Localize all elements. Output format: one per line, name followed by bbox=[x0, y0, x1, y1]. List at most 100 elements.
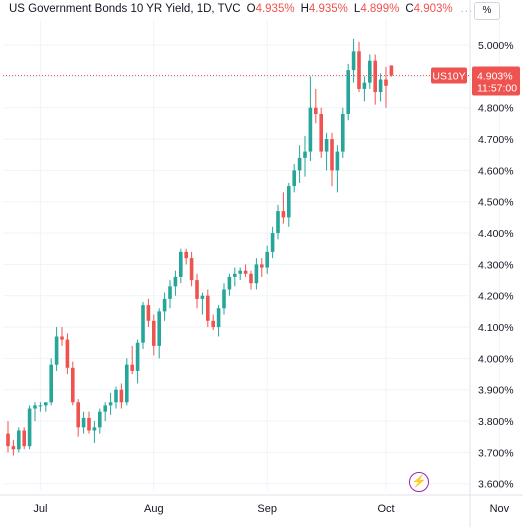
x-tick-label: Sep bbox=[257, 503, 277, 515]
candle-body bbox=[162, 298, 167, 312]
candle-body bbox=[141, 305, 145, 343]
chart-legend: US Government Bonds 10 YR Yield, 1D, TVC… bbox=[9, 3, 473, 15]
candle-body bbox=[270, 233, 275, 252]
y-tick-label: 4.000% bbox=[478, 353, 514, 365]
candle-body bbox=[233, 273, 237, 277]
y-tick-label: 3.700% bbox=[478, 447, 514, 459]
y-tick-label: 4.200% bbox=[478, 291, 514, 303]
candle-body bbox=[314, 107, 318, 114]
candle-body bbox=[103, 405, 107, 412]
candle-body bbox=[265, 251, 269, 268]
scale-mode-button[interactable]: % bbox=[474, 2, 500, 20]
candle-body bbox=[249, 273, 253, 284]
countdown-label: 11:57:00 bbox=[477, 82, 517, 94]
candle-body bbox=[65, 339, 70, 368]
y-tick-label: 4.100% bbox=[478, 322, 514, 334]
candle-body bbox=[303, 151, 307, 158]
y-tick-label: 4.300% bbox=[478, 259, 514, 271]
last-price-tag-bg bbox=[472, 66, 520, 96]
y-tick-label: 4.600% bbox=[478, 165, 514, 177]
close-label: C bbox=[405, 3, 414, 15]
candle-body bbox=[98, 411, 102, 428]
candle-body bbox=[341, 114, 345, 152]
lightning-bolt-icon[interactable]: ⚡ bbox=[409, 472, 429, 492]
candle-body bbox=[378, 79, 383, 93]
candle-body bbox=[168, 286, 172, 299]
close-value: 4.903% bbox=[413, 3, 453, 15]
candle-body bbox=[76, 402, 80, 428]
y-tick-label: 4.500% bbox=[478, 197, 514, 209]
candle-body bbox=[389, 65, 394, 76]
x-tick-label: Nov bbox=[490, 503, 510, 515]
open-label: O bbox=[246, 3, 256, 15]
candle-body bbox=[287, 186, 291, 218]
candle-body bbox=[135, 342, 140, 371]
last-price-label: 4.903% bbox=[477, 70, 513, 82]
high-value: 4.935% bbox=[308, 3, 348, 15]
symbol-title: US Government Bonds 10 YR Yield, 1D, TVC bbox=[9, 3, 241, 15]
candle-body bbox=[216, 308, 221, 328]
candle-body bbox=[330, 139, 334, 171]
candle-body bbox=[362, 82, 367, 89]
candle-body bbox=[189, 258, 194, 281]
candle-body bbox=[60, 336, 64, 340]
candle-body bbox=[324, 139, 329, 152]
candle-body bbox=[206, 295, 210, 321]
x-tick-label: Jul bbox=[33, 503, 47, 515]
candle-body bbox=[33, 405, 37, 409]
candle-body bbox=[152, 320, 156, 346]
candle-body bbox=[119, 389, 124, 403]
candle-body bbox=[184, 251, 188, 259]
candle-body bbox=[54, 336, 59, 365]
candle-body bbox=[81, 417, 86, 428]
candle-body bbox=[27, 408, 32, 447]
candle-body bbox=[276, 211, 280, 234]
y-tick-label: 4.400% bbox=[478, 228, 514, 240]
candle-body bbox=[157, 311, 161, 346]
candle-body bbox=[373, 60, 377, 93]
candle-body bbox=[125, 364, 129, 403]
candle-body bbox=[346, 70, 350, 114]
candle-body bbox=[44, 402, 48, 406]
grid-lines bbox=[3, 20, 500, 490]
candle-body bbox=[146, 305, 151, 321]
candle-body bbox=[357, 51, 361, 89]
candle-body bbox=[108, 402, 113, 406]
candles-layer bbox=[6, 38, 394, 456]
candle-body bbox=[292, 170, 296, 187]
candle-body bbox=[243, 270, 248, 274]
candle-body bbox=[130, 364, 134, 371]
price-labels: US10Y 4.903%11:57:00 bbox=[3, 66, 520, 96]
candle-body bbox=[254, 264, 259, 284]
candle-body bbox=[260, 264, 264, 268]
y-tick-label: 4.700% bbox=[478, 134, 514, 146]
y-tick-label: 4.800% bbox=[478, 103, 514, 115]
y-tick-label: 3.900% bbox=[478, 385, 514, 397]
open-value: 4.935% bbox=[255, 3, 295, 15]
more-menu-icon[interactable]: ... bbox=[460, 3, 474, 15]
low-label: L bbox=[353, 3, 361, 15]
low-value: 4.899% bbox=[360, 3, 400, 15]
candle-body bbox=[222, 289, 226, 309]
candle-body bbox=[71, 367, 75, 403]
candle-body bbox=[281, 211, 286, 218]
candle-body bbox=[11, 446, 16, 450]
x-tick-label: Aug bbox=[144, 503, 164, 515]
candle-body bbox=[319, 114, 323, 152]
candle-body bbox=[297, 157, 302, 171]
candle-body bbox=[211, 320, 215, 328]
candle-body bbox=[384, 79, 388, 86]
candle-body bbox=[179, 251, 183, 277]
symbol-tag-label: US10Y bbox=[432, 70, 465, 82]
candle-body bbox=[22, 430, 26, 447]
y-tick-label: 3.800% bbox=[478, 416, 514, 428]
x-tick-label: Oct bbox=[377, 503, 394, 515]
y-tick-label: 3.600% bbox=[478, 479, 514, 491]
candle-body bbox=[49, 364, 53, 403]
candle-body bbox=[195, 280, 199, 299]
y-tick-label: 5.000% bbox=[478, 40, 514, 52]
candle-body bbox=[335, 151, 340, 171]
